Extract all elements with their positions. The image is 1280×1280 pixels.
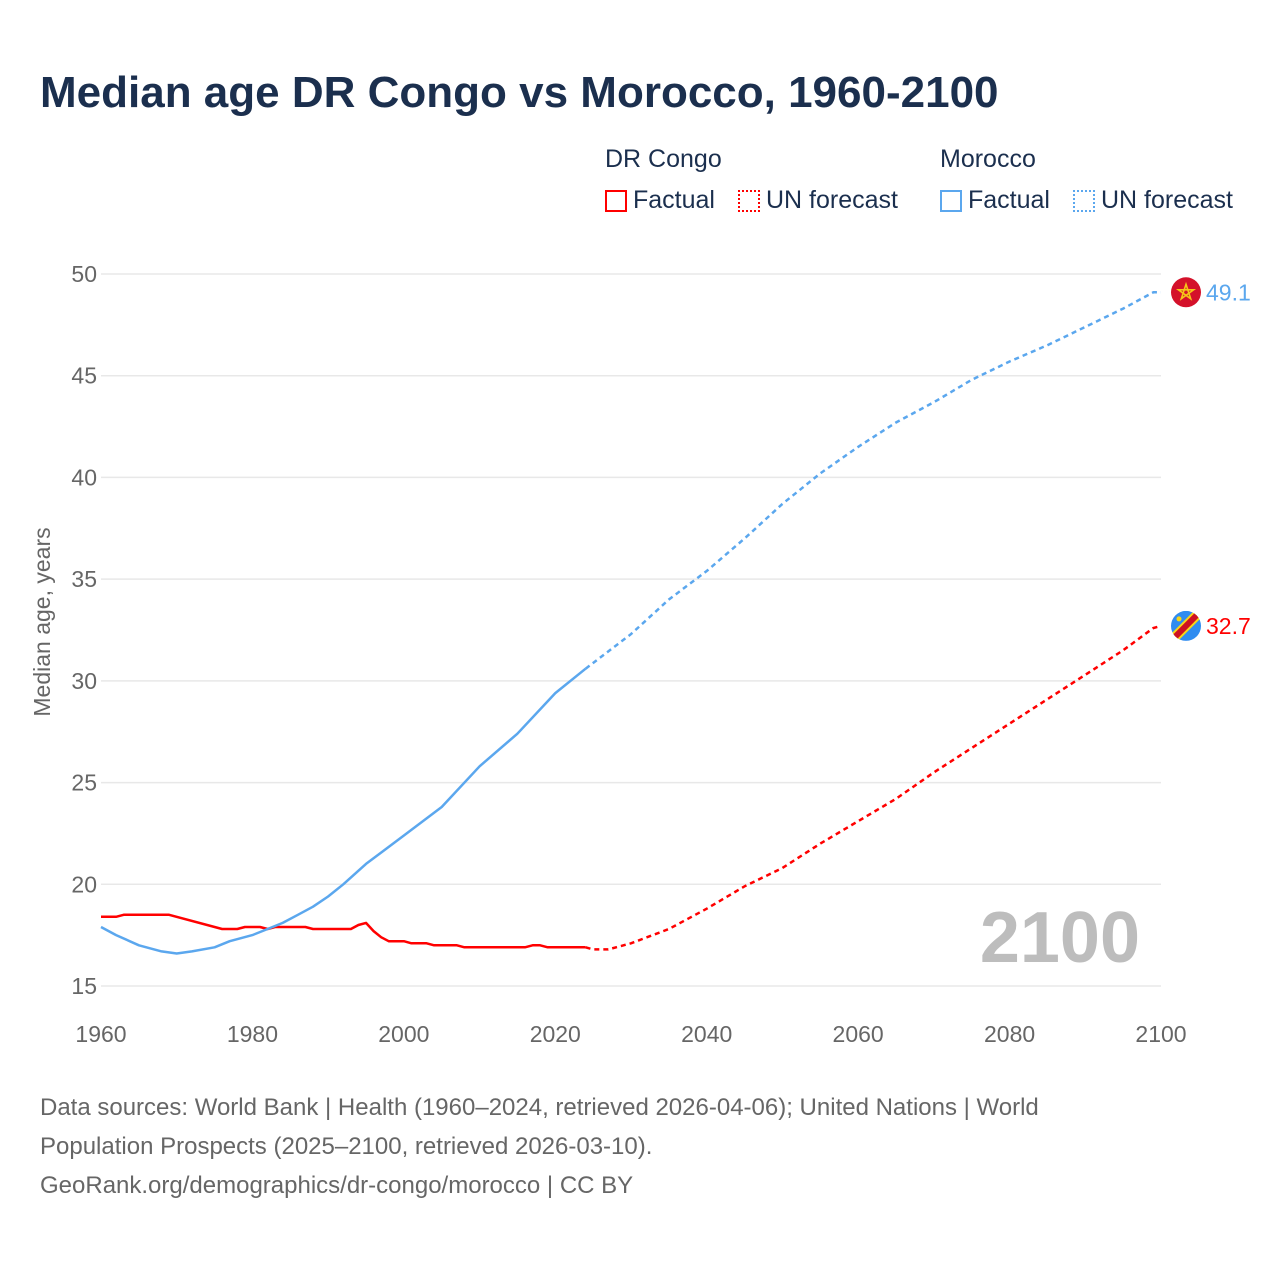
x-tick-label: 2080 (984, 1021, 1035, 1047)
y-tick-label: 50 (71, 261, 97, 287)
chart-title: Median age DR Congo vs Morocco, 1960-210… (40, 68, 999, 117)
legend-group-morocco: Morocco (940, 145, 1036, 173)
footer-link[interactable]: GeoRank.org/demographics/dr-congo/morocc… (40, 1172, 634, 1199)
dr-congo-flag-icon (1171, 610, 1201, 641)
y-tick-label: 40 (71, 464, 97, 490)
legend-label: Factual (968, 186, 1050, 214)
legend-morocco-factual[interactable]: Factual (940, 186, 1050, 215)
dr-congo-forecast-line (585, 624, 1162, 951)
footer: Data sources: World Bank | Health (1960–… (40, 1088, 1240, 1205)
y-tick-label: 30 (71, 668, 97, 694)
y-tick-label: 15 (71, 973, 97, 999)
legend-swatch-solid (605, 189, 627, 212)
morocco-factual-line (100, 667, 587, 955)
legend-label: UN forecast (1101, 186, 1233, 214)
legend-swatch-solid (940, 189, 962, 212)
legend-dr-congo-factual[interactable]: Factual (605, 186, 715, 215)
y-tick-label: 35 (71, 566, 97, 592)
legend-label: Factual (633, 186, 715, 214)
year-watermark: 2100 (980, 898, 1140, 978)
morocco-flag-icon (1171, 277, 1201, 308)
y-tick-label: 20 (71, 871, 97, 897)
y-tick-label: 25 (71, 770, 97, 796)
legend-dr-congo-forecast[interactable]: UN forecast (738, 186, 898, 215)
x-tick-label: 1980 (227, 1021, 278, 1047)
legend-group-dr-congo: DR Congo (605, 145, 722, 173)
x-tick-label: 2100 (1135, 1021, 1186, 1047)
x-tick-label: 2000 (378, 1021, 429, 1047)
legend-swatch-dotted (738, 189, 760, 212)
x-tick-label: 2020 (530, 1021, 581, 1047)
y-axis-label: Median age, years (29, 527, 55, 716)
legend-swatch-dotted (1073, 189, 1095, 212)
morocco-end-value-label: 49.1 (1206, 279, 1251, 305)
morocco-forecast-line (584, 291, 1161, 670)
y-tick-label: 45 (71, 363, 97, 389)
x-tick-label: 2060 (833, 1021, 884, 1047)
legend-label: UN forecast (766, 186, 898, 214)
footer-sources-2: Population Prospects (2025–2100, retriev… (40, 1133, 653, 1160)
dr-congo-end-value-label: 32.7 (1206, 613, 1251, 639)
dr-congo-factual-line (101, 913, 586, 949)
footer-sources-1: Data sources: World Bank | Health (1960–… (40, 1094, 1039, 1121)
x-tick-label: 2040 (681, 1021, 732, 1047)
legend-morocco-forecast[interactable]: UN forecast (1073, 186, 1233, 215)
x-tick-label: 1960 (75, 1021, 126, 1047)
